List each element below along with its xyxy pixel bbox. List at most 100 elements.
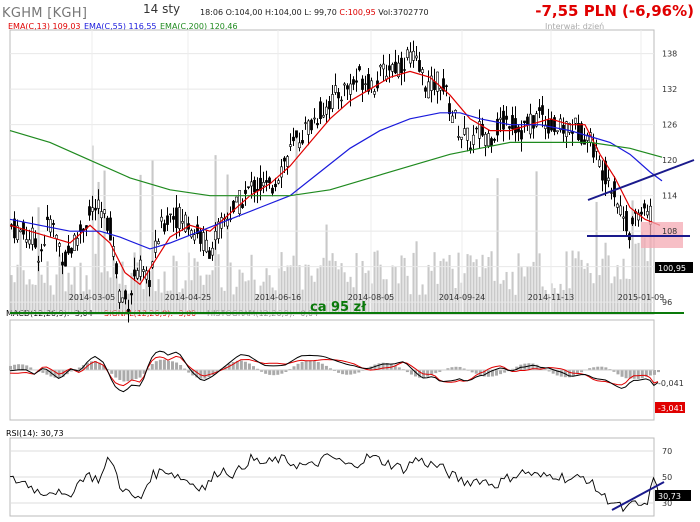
y-tick-label: 120 [662, 156, 677, 165]
volume-bar [421, 284, 424, 313]
volume-bar [244, 281, 247, 313]
macd-histogram-bar [77, 367, 81, 371]
candle-body [556, 130, 559, 133]
volume-bar [79, 262, 82, 313]
volume-bar [157, 279, 160, 313]
candle-body [400, 57, 403, 74]
macd-histogram-bar [231, 361, 235, 371]
volume-bar [637, 242, 640, 313]
volume-bar [103, 170, 106, 313]
macd-histogram-bar [252, 366, 255, 371]
macd-histogram-bar [268, 370, 272, 375]
volume-bar [232, 294, 235, 313]
volume-bar [499, 283, 502, 313]
macd-histogram-bar [130, 370, 134, 380]
volume-bar [649, 217, 652, 313]
volume-bar [349, 276, 352, 313]
candle-body [418, 60, 421, 72]
candle-body [514, 118, 517, 134]
candle-body [445, 85, 448, 87]
candle-body [370, 80, 373, 89]
macd-histogram-bar [195, 370, 199, 378]
macd-histogram-bar [337, 370, 341, 373]
volume-bar [442, 258, 445, 313]
volume-bar [406, 275, 409, 313]
legend-ema55: EMA(C,55) 116,55 [84, 22, 157, 31]
macd-histogram-bar [102, 365, 106, 371]
macd-histogram-bar [166, 360, 170, 371]
candle-body [553, 117, 556, 132]
macd-histogram-bar [272, 370, 276, 376]
volume-bar [628, 279, 631, 313]
macd-histogram-bar [555, 370, 559, 376]
volume-bar [382, 279, 385, 313]
volume-bar [562, 289, 565, 313]
volume-bar [430, 270, 433, 313]
x-tick-label: 2014-03-05 [69, 293, 116, 302]
macd-histogram-bar [474, 370, 478, 374]
upper-trendline [587, 159, 695, 201]
volume-bar [142, 289, 145, 313]
candle-body [133, 269, 136, 277]
candle-body [37, 260, 40, 263]
volume-bar [361, 260, 364, 313]
candle-body [550, 118, 553, 131]
volume-bar [211, 270, 214, 313]
volume-bar [517, 253, 520, 313]
macd-histogram-bar [158, 359, 162, 371]
volume-bar [502, 280, 505, 313]
macd-histogram-bar [499, 370, 503, 375]
macd-histogram-bar [308, 360, 312, 371]
candle-body [334, 85, 337, 93]
candle-body [475, 127, 478, 130]
candle-body [325, 106, 328, 115]
macd-histogram-bar [620, 370, 624, 377]
volume-bar [568, 288, 571, 313]
macd-histogram-bar [25, 365, 29, 371]
volume-bar [121, 261, 124, 313]
macd-histogram-bar [235, 360, 239, 371]
macd-histogram-bar [345, 370, 349, 375]
candle-body [184, 214, 187, 232]
volume-bar [604, 242, 607, 313]
candle-body [568, 123, 571, 133]
macd-histogram-bar [81, 365, 85, 371]
volume-bar [589, 273, 592, 313]
candle-body [496, 118, 499, 136]
date-label: 14 sty [143, 2, 181, 16]
candle-body [598, 159, 601, 167]
candle-body [472, 134, 475, 145]
candle-body [232, 200, 235, 213]
macd-histogram-bar [657, 370, 660, 373]
candle-body [166, 215, 169, 225]
macd-histogram-bar [640, 370, 644, 379]
macd-histogram-bar [438, 370, 442, 372]
macd-histogram-bar [551, 370, 555, 374]
macd-histogram-bar [450, 367, 454, 371]
volume-bar [67, 272, 70, 313]
candle-body [226, 218, 229, 227]
macd-histogram-bar [385, 363, 389, 371]
candle-body [49, 219, 52, 233]
volume-bar [646, 261, 649, 313]
candle-body [619, 205, 622, 216]
candle-body [265, 180, 268, 183]
volume-bar [196, 261, 199, 313]
candle-body [235, 196, 238, 203]
volume-bar [52, 294, 55, 313]
candle-body [100, 211, 103, 219]
macd-right-label: -0,041 [658, 379, 684, 388]
volume-bar [412, 252, 415, 313]
volume-bar [547, 293, 550, 313]
candle-body [79, 224, 82, 232]
macd-histogram-bar [458, 366, 462, 371]
macd-histogram-bar [118, 370, 122, 380]
candle-body [574, 117, 577, 124]
volume-bar [610, 283, 613, 313]
candle-body [250, 181, 253, 187]
candle-body [319, 101, 322, 119]
volume-bar [631, 200, 634, 313]
candle-body [196, 224, 199, 235]
candle-body [22, 221, 25, 235]
macd-histogram-bar [490, 370, 494, 377]
